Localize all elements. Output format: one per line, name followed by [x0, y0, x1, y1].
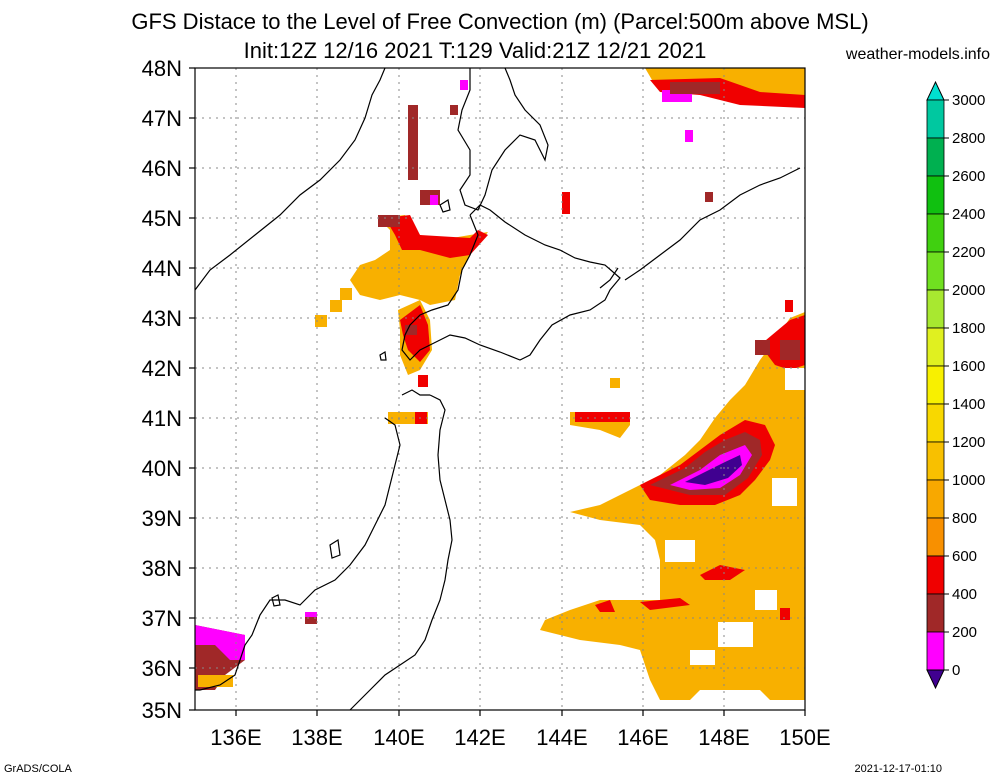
colorbar-swatch: [926, 175, 945, 215]
lat-ticks: [189, 67, 195, 711]
colorbar-label: 3000: [952, 92, 985, 109]
colorbar-swatch: [926, 631, 945, 671]
colorbar-swatch: [926, 555, 945, 595]
colorbar-swatch: [926, 403, 945, 443]
lat-label: 41N: [142, 406, 182, 431]
colorbar-swatch: [926, 517, 945, 557]
lfc-field: [195, 68, 805, 700]
colorbar-swatch: [926, 593, 945, 633]
lon-label: 142E: [454, 725, 505, 750]
colorbar-swatch: [926, 441, 945, 481]
footer-right: 2021-12-17-01:10: [854, 763, 942, 775]
lon-label: 148E: [698, 725, 749, 750]
colorbar-label: 1600: [952, 358, 985, 375]
coastlines: [194, 67, 801, 711]
lat-label: 36N: [142, 656, 182, 681]
colorbar-swatch: [926, 251, 945, 291]
colorbar-swatch: [926, 137, 945, 177]
lon-label: 136E: [210, 725, 261, 750]
colorbar-swatch: [926, 289, 945, 329]
colorbar-arrow-bottom: [926, 669, 945, 690]
colorbar-label: 200: [952, 624, 977, 641]
colorbar-label: 600: [952, 548, 977, 565]
site-credit: weather-models.info: [845, 46, 990, 63]
lon-label: 138E: [291, 725, 342, 750]
lat-label: 39N: [142, 506, 182, 531]
lon-label: 144E: [536, 725, 587, 750]
colorbar-label: 1400: [952, 396, 985, 413]
lat-label: 40N: [142, 456, 182, 481]
colorbar-label: 400: [952, 586, 977, 603]
colorbar: [926, 80, 949, 690]
lat-label: 37N: [142, 606, 182, 631]
lon-label: 146E: [617, 725, 668, 750]
lat-label: 38N: [142, 556, 182, 581]
colorbar-swatch: [926, 479, 945, 519]
chart-title: GFS Distace to the Level of Free Convect…: [131, 9, 869, 34]
colorbar-label: 0: [952, 662, 960, 679]
colorbar-label: 1200: [952, 434, 985, 451]
chart-subtitle: Init:12Z 12/16 2021 T:129 Valid:21Z 12/2…: [243, 38, 707, 63]
lat-label: 43N: [142, 306, 182, 331]
graticule: [195, 68, 805, 710]
lon-ticks: [235, 710, 806, 716]
lat-label: 35N: [142, 698, 182, 723]
lat-label: 48N: [142, 56, 182, 81]
colorbar-label: 2000: [952, 282, 985, 299]
colorbar-swatch: [926, 99, 945, 139]
colorbar-swatch: [926, 327, 945, 367]
colorbar-label: 2600: [952, 168, 985, 185]
colorbar-label: 2200: [952, 244, 985, 261]
colorbar-label: 1000: [952, 472, 985, 489]
colorbar-label: 2800: [952, 130, 985, 147]
lat-label: 44N: [142, 256, 182, 281]
colorbar-label: 800: [952, 510, 977, 527]
map-frame: [194, 67, 806, 711]
lat-label: 47N: [142, 106, 182, 131]
colorbar-swatch: [926, 213, 945, 253]
lat-label: 45N: [142, 206, 182, 231]
lon-label: 150E: [779, 725, 830, 750]
lat-label: 42N: [142, 356, 182, 381]
lat-label: 46N: [142, 156, 182, 181]
lon-label: 140E: [373, 725, 424, 750]
colorbar-label: 1800: [952, 320, 985, 337]
colorbar-swatch: [926, 365, 945, 405]
footer-left: GrADS/COLA: [4, 763, 72, 775]
colorbar-arrow-top: [926, 80, 945, 101]
colorbar-label: 2400: [952, 206, 985, 223]
